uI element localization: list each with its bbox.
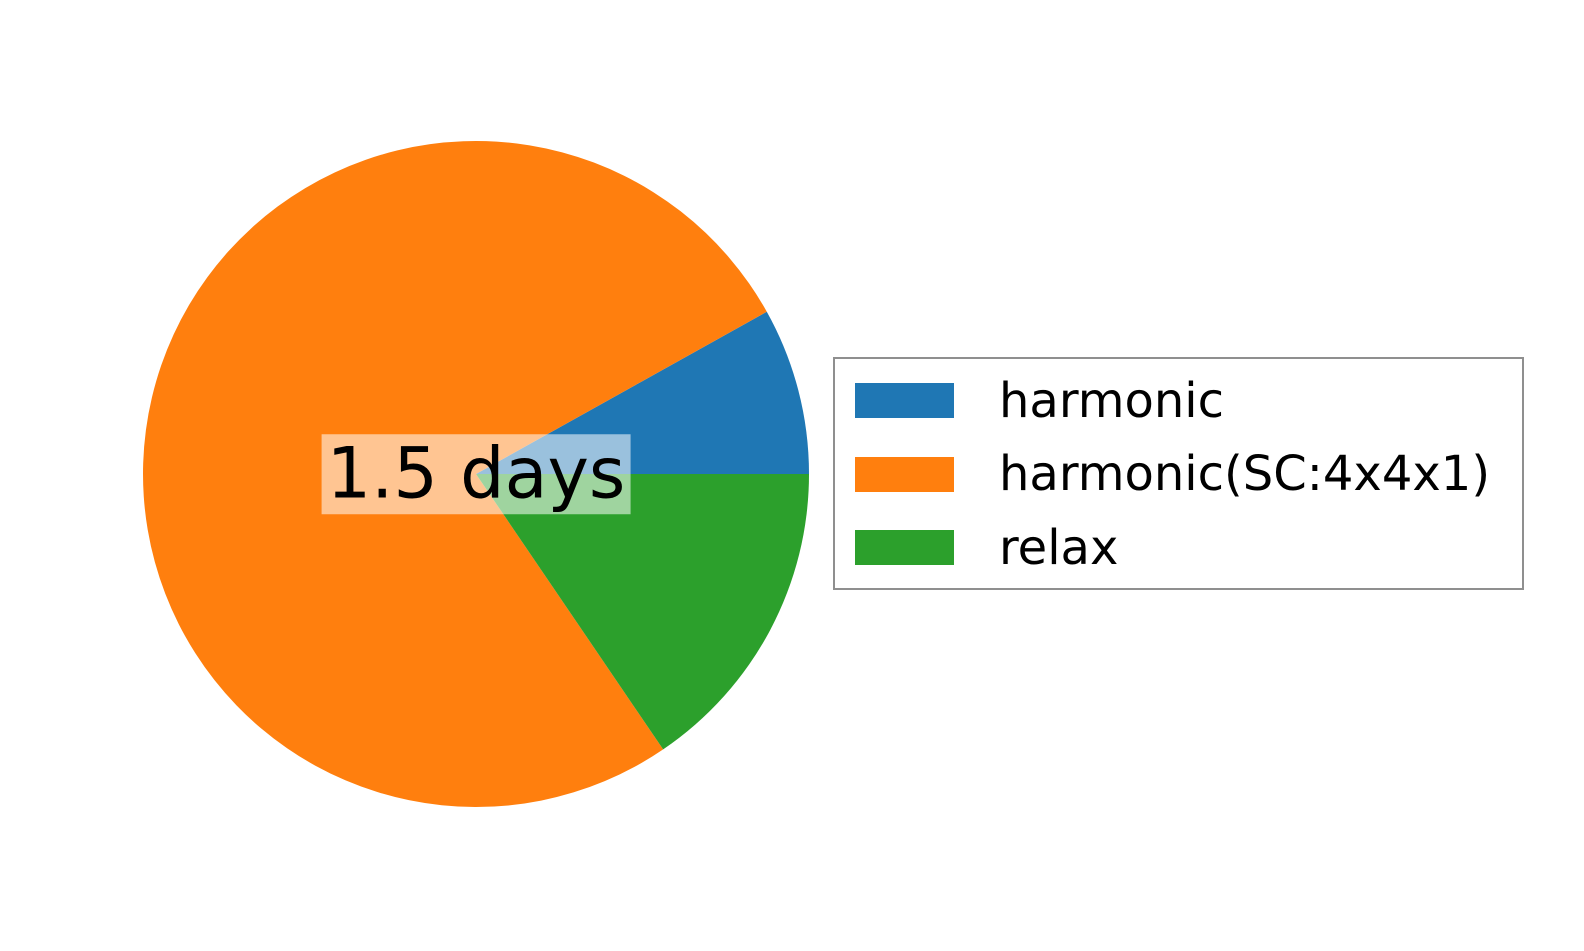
legend: harmonic harmonic(SC:4x4x1) relax — [833, 357, 1524, 590]
pie-center-label: 1.5 days — [321, 434, 631, 514]
legend-swatch-icon — [855, 530, 954, 566]
legend-swatch-icon — [855, 383, 954, 419]
legend-label: harmonic — [999, 372, 1224, 429]
legend-item: harmonic(SC:4x4x1) — [855, 438, 1522, 512]
legend-label: harmonic(SC:4x4x1) — [999, 446, 1491, 503]
pie-slice-relax — [476, 474, 809, 750]
pie-slice-harmonic — [476, 311, 809, 474]
legend-label: relax — [999, 519, 1119, 576]
legend-item: relax — [855, 511, 1522, 585]
legend-item: harmonic — [855, 364, 1522, 438]
legend-swatch-icon — [855, 456, 954, 492]
